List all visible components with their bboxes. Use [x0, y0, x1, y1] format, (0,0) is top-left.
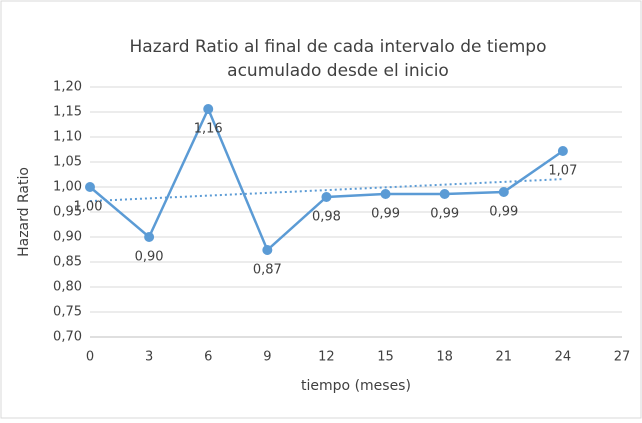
data-label: 0,98: [312, 210, 341, 225]
x-tick-label: 24: [555, 350, 572, 365]
data-label: 0,90: [135, 250, 164, 265]
y-tick-label: 0,90: [53, 230, 82, 245]
data-label: 0,99: [371, 207, 400, 222]
data-point: [85, 182, 95, 192]
y-tick-label: 0,85: [53, 255, 82, 270]
data-label: 0,87: [253, 263, 282, 278]
y-axis-label: Hazard Ratio: [16, 167, 32, 257]
data-point: [439, 189, 450, 199]
data-point: [380, 189, 391, 199]
x-tick-label: 21: [496, 350, 513, 365]
y-tick-label: 0,70: [53, 330, 82, 345]
x-tick-label: 18: [436, 350, 453, 365]
data-label: 1,07: [548, 164, 577, 179]
data-label: 0,99: [430, 207, 459, 222]
x-tick-label: 0: [86, 350, 94, 365]
x-axis-label: tiempo (meses): [301, 378, 411, 394]
data-point: [557, 146, 568, 156]
data-point: [321, 192, 332, 202]
x-tick-label: 3: [145, 350, 153, 365]
x-tick-label: 27: [614, 350, 631, 365]
x-tick-label: 9: [263, 350, 271, 365]
trendline: [89, 178, 563, 203]
y-tick-label: 1,20: [53, 80, 82, 95]
data-point: [498, 187, 509, 197]
y-tick-label: 1,05: [53, 155, 82, 170]
x-tick-label: 6: [204, 350, 212, 365]
data-point: [144, 232, 155, 242]
chart-title: acumulado desde el inicio: [227, 61, 449, 81]
y-tick-label: 0,75: [53, 305, 82, 320]
x-tick-label: 15: [377, 350, 394, 365]
y-tick-label: 1,00: [53, 180, 82, 195]
data-label: 0,99: [489, 205, 518, 220]
y-tick-label: 0,95: [53, 205, 82, 220]
data-point: [203, 104, 214, 114]
data-label: 1,00: [74, 200, 103, 215]
x-tick-label: 12: [318, 350, 335, 365]
data-point: [262, 245, 273, 255]
y-tick-label: 1,15: [53, 105, 82, 120]
y-tick-label: 0,80: [53, 280, 82, 295]
y-tick-label: 1,10: [53, 130, 82, 145]
data-label: 1,16: [194, 122, 223, 137]
chart-title: Hazard Ratio al final de cada intervalo …: [130, 37, 547, 57]
